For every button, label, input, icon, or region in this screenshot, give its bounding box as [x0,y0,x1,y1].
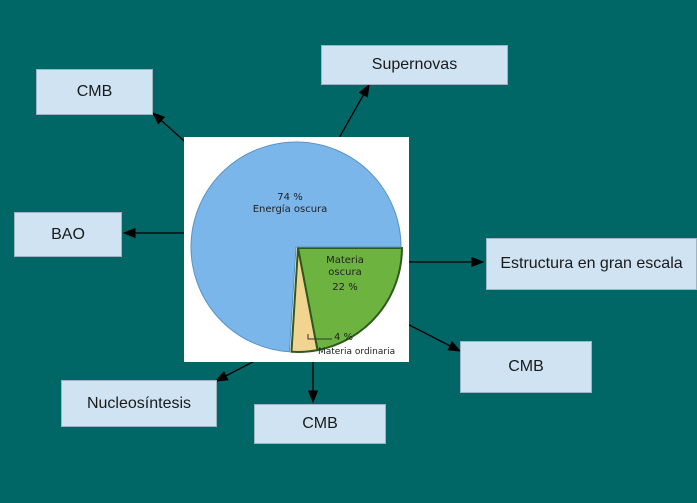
supernovas-box: Supernovas [321,45,508,85]
dark-energy-pct: 74 % [277,192,303,203]
cmb-box-bottom: CMB [254,404,386,444]
pie-chart [190,141,403,353]
bao-box: BAO [14,212,122,257]
slice-dark-matter [296,247,403,352]
slice-ordinary-matter [290,247,319,353]
ordinary-label: Materia ordinaria [318,347,396,357]
dark-matter-label-2: oscura [328,267,362,278]
dark-matter-label-1: Materia [326,255,364,266]
cmb-box-top-left: CMB [36,69,153,115]
dark-energy-label: Energía oscura [252,204,328,215]
arrow-to-supernovas [333,83,370,148]
pie-chart-panel: 74 % Energía oscura Materia oscura 22 % … [184,137,409,362]
estructura-box: Estructura en gran escala [486,238,697,290]
ordinary-leader-line [307,334,332,340]
dark-matter-pct: 22 % [332,282,358,293]
ordinary-pct: 4 % [334,332,354,343]
slice-dark-energy [190,141,402,353]
cmb-box-bottom-right: CMB [460,341,592,393]
nucleosintesis-box: Nucleosíntesis [61,380,217,427]
